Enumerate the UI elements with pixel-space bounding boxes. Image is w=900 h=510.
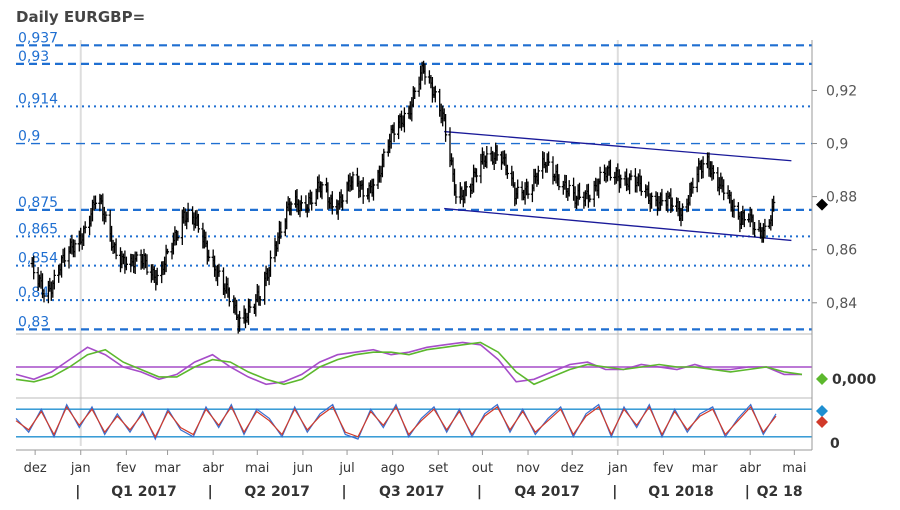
price-series [30,60,776,335]
month-label: dez [561,461,584,476]
osc2-marker-2 [816,416,828,428]
level-label: 0,9 [18,129,40,145]
osc1-zero-label: 0,000 [832,372,877,388]
quarter-separator: | [745,484,750,500]
panel-frame [16,40,813,451]
osc1-line-1 [15,341,802,386]
level-label: 0,937 [18,30,58,46]
price-y-axis: 0,92 0,9 0,88 0,86 0,84 [812,83,857,312]
month-label: abr [739,461,761,476]
price-bars [30,60,776,335]
month-label: jan [70,461,91,476]
month-label: jan [607,461,628,476]
month-label: mai [245,461,269,476]
level-label: 0,84 [18,285,49,301]
quarter-label: Q1 2017 [111,484,176,500]
last-price-marker [816,198,828,211]
osc2-zero-label: 0 [830,436,840,452]
quarter-label: Q1 2018 [648,484,713,500]
level-label: 0,865 [18,221,58,237]
level-label: 0,83 [18,314,49,330]
month-label: fev [653,461,674,476]
quarter-separator: | [612,484,617,500]
y-tick-label: 0,88 [826,190,857,206]
osc1-line-2 [15,341,803,386]
month-label: abr [202,461,224,476]
level-label: 0,854 [18,251,58,267]
month-label: set [428,461,448,476]
quarter-label: Q4 2017 [514,484,579,500]
month-label: mar [155,461,182,476]
trend-line [444,207,792,242]
month-label: jun [292,461,313,476]
time-x-axis: dez jan fev mar abr mai jun jul ago set out nov dez j… [24,450,806,500]
osc2-line-1 [15,403,777,441]
oscillator-1-panel: 0,000 [15,341,877,388]
quarter-label: Q2 2017 [244,484,309,500]
osc1-marker [816,373,828,385]
quarter-label: Q2 18 [757,484,803,500]
quarter-separator: | [477,484,482,500]
month-label: dez [24,461,47,476]
quarter-separator: | [75,484,80,500]
quarter-separator: | [208,484,213,500]
y-tick-label: 0,86 [826,243,857,259]
month-label: nov [516,461,540,476]
trend-channel [444,130,792,242]
y-tick-label: 0,92 [826,83,857,99]
quarter-label: Q3 2017 [379,484,444,500]
month-label: jul [338,461,354,476]
month-label: fev [116,461,137,476]
chart-title: Daily EURGBP= [16,8,145,26]
level-label: 0,875 [18,195,58,211]
oscillator-2-panel: 0 [15,403,840,452]
osc2-line-2 [15,405,777,439]
level-label: 0,914 [18,91,58,107]
month-label: mai [782,461,806,476]
quarter-separator: | [342,484,347,500]
month-label: mar [692,461,719,476]
y-tick-label: 0,84 [826,296,857,312]
trend-line [444,130,792,162]
gridlines [79,40,619,446]
level-label: 0,93 [18,49,49,65]
y-tick-label: 0,9 [826,137,848,153]
month-label: ago [381,461,405,476]
osc2-marker-1 [816,405,828,417]
month-label: out [472,461,493,476]
